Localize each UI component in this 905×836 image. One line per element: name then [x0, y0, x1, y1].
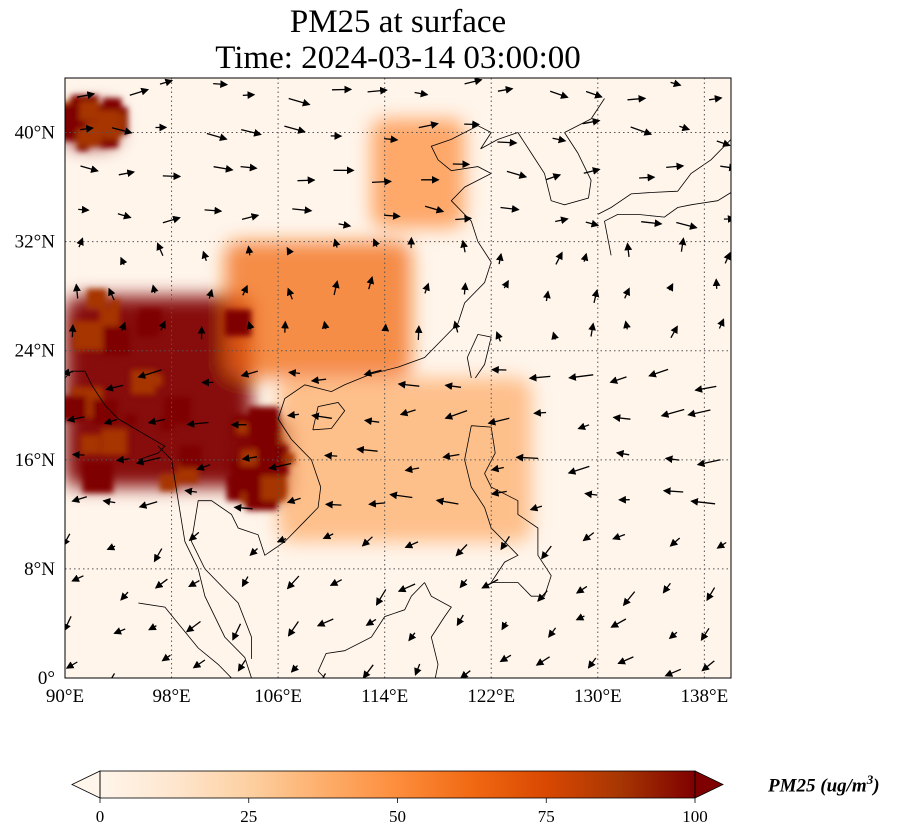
map-title-line1: PM25 at surface: [289, 4, 507, 40]
map-title-line2: Time: 2024-03-14 03:00:00: [215, 40, 581, 76]
lat-tick-label-24: 24°N: [15, 341, 56, 362]
colorbar: 0 25 50 75 100: [71, 770, 724, 826]
coastline-8: [604, 192, 731, 256]
colorbar-extend-min: [71, 770, 101, 799]
colorbar-extend-max: [694, 770, 724, 799]
lon-tick-label-98: 98°E: [152, 686, 190, 707]
lon-tick-label-138: 138°E: [681, 686, 729, 707]
map-area: [65, 78, 731, 678]
pm25-hotspot-3: [224, 241, 412, 378]
lon-tick-label-130: 130°E: [574, 686, 622, 707]
lon-tick-label-106: 106°E: [254, 686, 302, 707]
wind-vectors: [65, 78, 731, 678]
coastline-3: [466, 333, 492, 379]
lat-tick-label-0: 0°: [38, 668, 55, 689]
colorbar-tick-label-100: 100: [682, 807, 708, 826]
colorbar-label: PM25 (ug/m3): [768, 772, 880, 797]
coastline-9: [597, 139, 731, 215]
colorbar-tick-label-0: 0: [96, 807, 105, 826]
pm25-hotspot-5: [278, 378, 532, 542]
colorbar-gradient: [100, 771, 695, 798]
lon-tick-label-122: 122°E: [467, 686, 515, 707]
lon-tick-label-90: 90°E: [46, 686, 84, 707]
coastline-2: [517, 98, 605, 206]
lon-tick-label-114: 114°E: [361, 686, 408, 707]
lat-tick-label-32: 32°N: [15, 232, 56, 253]
longitude-tick-labels: 90°E 98°E 106°E 114°E 122°E 130°E 138°E: [46, 686, 728, 707]
colorbar-tick-label-25: 25: [240, 807, 257, 826]
colorbar-tick-label-50: 50: [389, 807, 406, 826]
map-frame: [64, 77, 732, 679]
coastline-0: [157, 445, 252, 678]
pm25-hotspot-4: [371, 118, 465, 228]
coastline-6: [317, 582, 452, 678]
latitude-tick-labels: 0° 8°N 16°N 24°N 32°N 40°N: [15, 123, 56, 689]
lat-tick-label-40: 40°N: [15, 123, 56, 144]
gridlines: [65, 78, 731, 678]
colorbar-tick-label-75: 75: [538, 807, 555, 826]
coastline-7: [138, 602, 233, 678]
lat-tick-label-8: 8°N: [24, 559, 55, 580]
coastlines: [65, 98, 731, 678]
coastline-4: [312, 402, 346, 431]
coastline-10: [65, 370, 166, 461]
coastline-1: [191, 125, 519, 659]
lat-tick-label-16: 16°N: [15, 450, 56, 471]
